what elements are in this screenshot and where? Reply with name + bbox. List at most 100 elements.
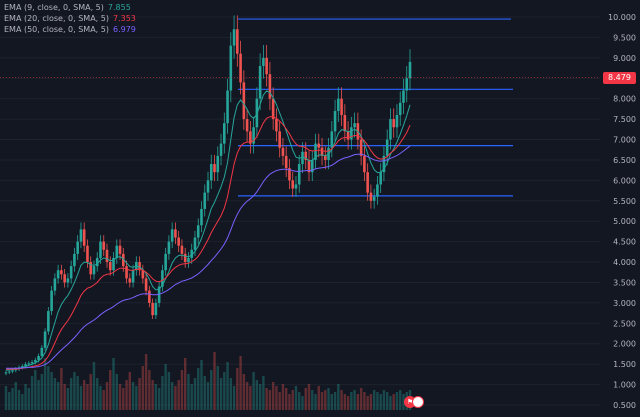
legend-ema-20-value: 7.353 <box>112 14 136 23</box>
candle-body-19 <box>66 278 70 283</box>
volume-bar-64 <box>213 352 216 410</box>
volume-bar-41 <box>138 378 141 410</box>
y-tick-label-14: 3.000 <box>613 299 636 308</box>
candle-body-41 <box>138 262 141 271</box>
volume-bar-37 <box>125 380 128 410</box>
legend-ema-50[interactable]: EMA (50, close, 0, SMA, 5) 6.979 <box>4 24 136 35</box>
volume-bar-70 <box>232 386 236 410</box>
candle-body-27 <box>92 266 96 275</box>
legend-ema-20[interactable]: EMA (20, close, 0, SMA, 5) 7.353 <box>4 13 136 24</box>
price-axis[interactable]: 10.0009.5009.0008.5008.0007.5007.0006.50… <box>608 13 636 410</box>
volume-bar-114 <box>376 392 379 410</box>
volume-bar-112 <box>369 394 373 410</box>
volume-bar-111 <box>366 396 369 410</box>
volume-bar-69 <box>229 378 233 410</box>
volume-bar-88 <box>291 390 294 410</box>
volume-bar-93 <box>307 384 311 410</box>
legend-ema-20-label: EMA (20, close, 0, SMA, 5) <box>4 14 109 23</box>
volume-bar-101 <box>333 392 337 410</box>
candle-body-80 <box>265 57 268 75</box>
candle-body-72 <box>239 53 242 83</box>
candle-body-92 <box>304 151 308 160</box>
candle-body-9 <box>34 360 37 363</box>
ema-lines <box>5 90 411 371</box>
volume-bar-45 <box>151 380 154 410</box>
volume-bar-7 <box>27 388 31 410</box>
volume-bar-75 <box>249 386 252 410</box>
volume-bar-9 <box>34 370 37 410</box>
volume-bar-34 <box>115 374 118 410</box>
volume-bar-100 <box>330 394 334 410</box>
volume-bar-19 <box>66 388 70 410</box>
volume-bar-84 <box>278 392 281 410</box>
candle-body-22 <box>76 241 79 254</box>
legend-ema-9[interactable]: EMA (9, close, 0, SMA, 5) 7.855 <box>4 2 136 13</box>
candle-body-1 <box>7 371 11 373</box>
candle-body-54 <box>180 245 184 254</box>
marker-icon[interactable] <box>412 396 424 408</box>
volume-bar-116 <box>382 390 386 410</box>
candle-body-116 <box>382 155 386 173</box>
horizontal-levels[interactable] <box>238 18 513 197</box>
ema-20-line <box>6 116 411 370</box>
candle-body-38 <box>128 278 132 283</box>
y-tick-label-4: 8.000 <box>613 95 636 104</box>
y-tick-label-13: 3.500 <box>613 278 636 287</box>
volume-bar-57 <box>190 384 193 410</box>
volume-bar-25 <box>86 384 89 410</box>
candle-body-119 <box>392 119 396 128</box>
candle-body-17 <box>60 270 63 275</box>
candle-body-75 <box>249 131 252 144</box>
volume-bar-55 <box>183 358 187 410</box>
candle-body-3 <box>14 369 18 371</box>
candle-body-10 <box>37 355 40 361</box>
candle-body-83 <box>275 119 278 132</box>
volume-bar-13 <box>47 366 50 410</box>
candle-body-93 <box>307 159 311 173</box>
candle-body-78 <box>258 66 262 99</box>
volume-bar-27 <box>92 362 96 410</box>
volume-bar-48 <box>161 376 164 410</box>
candle-body-12 <box>43 331 47 348</box>
candle-body-29 <box>99 241 102 258</box>
volume-bar-30 <box>102 390 105 410</box>
volume-bar-5 <box>21 394 24 410</box>
volume-bar-11 <box>40 374 44 410</box>
volume-bar-39 <box>131 382 135 410</box>
candle-body-26 <box>89 262 93 275</box>
volume-bar-6 <box>24 384 27 410</box>
candle-body-24 <box>82 229 86 246</box>
candle-body-113 <box>372 196 376 201</box>
candle-body-94 <box>310 159 314 173</box>
volume-bar-60 <box>200 360 203 410</box>
candle-body-21 <box>73 253 76 267</box>
candle-body-120 <box>395 115 399 128</box>
volume-bar-51 <box>170 382 174 410</box>
volume-bar-38 <box>128 372 132 410</box>
candle-body-34 <box>115 245 119 258</box>
candle-body-15 <box>53 278 57 291</box>
volume-bar-105 <box>346 396 350 410</box>
candle-body-35 <box>118 245 122 254</box>
y-tick-label-5: 7.500 <box>613 115 636 124</box>
candle-body-5 <box>20 366 24 368</box>
last-price-badge: 8.479 <box>603 72 636 84</box>
candle-body-46 <box>154 302 158 316</box>
volume-bar-113 <box>372 390 376 410</box>
volume-bars <box>4 352 412 410</box>
candle-body-81 <box>268 74 272 99</box>
volume-bar-82 <box>271 382 275 410</box>
volume-bar-107 <box>353 390 356 410</box>
candle-body-103 <box>340 98 343 116</box>
volume-bar-86 <box>284 388 288 410</box>
y-tick-label-11: 4.500 <box>613 238 636 247</box>
y-tick-label-2: 9.000 <box>613 54 636 63</box>
y-tick-label-17: 1.500 <box>613 360 636 369</box>
candle-body-86 <box>284 155 288 169</box>
volume-bar-109 <box>359 388 363 410</box>
candle-body-20 <box>69 266 73 279</box>
candle-body-97 <box>320 147 324 156</box>
candle-body-82 <box>271 98 275 120</box>
candle-body-36 <box>121 253 125 267</box>
